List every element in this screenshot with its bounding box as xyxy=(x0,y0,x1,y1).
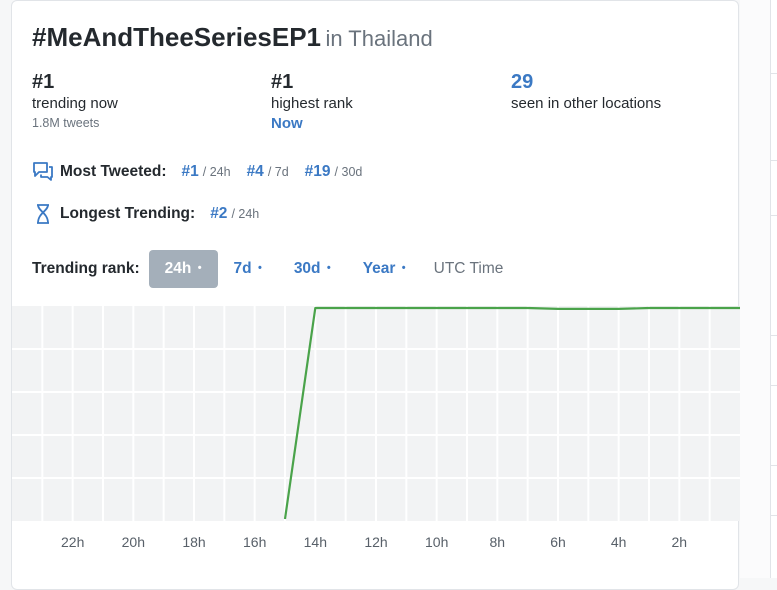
most-tweeted-24h-rank[interactable]: #1 xyxy=(181,163,199,180)
x-tick-label: 2h xyxy=(671,534,688,550)
tab-30d[interactable]: 30d • xyxy=(293,260,331,277)
trending-rank-controls: Trending rank: 24h • 7d • 30d • Year • U… xyxy=(32,250,515,288)
tweet-count: 1.8M tweets xyxy=(32,116,100,130)
most-tweeted-heading: Most Tweeted: xyxy=(60,163,167,180)
panel-divider xyxy=(771,335,777,336)
tab-year[interactable]: Year • xyxy=(362,260,406,277)
panel-divider xyxy=(771,515,777,516)
x-tick-label: 4h xyxy=(610,534,627,550)
x-tick-label: 12h xyxy=(364,534,388,550)
tab-7d[interactable]: 7d • xyxy=(233,260,262,277)
chat-bubbles-icon xyxy=(32,161,54,183)
longest-trending-24h-rank[interactable]: #2 xyxy=(210,205,228,222)
longest-trending-24h-period: / 24h xyxy=(231,207,260,221)
adjacent-panel-edge xyxy=(770,0,777,578)
most-tweeted-7d-rank[interactable]: #4 xyxy=(246,163,264,180)
x-tick-label: 6h xyxy=(550,534,566,550)
trending-rank-chart xyxy=(12,306,740,521)
other-locations-label: seen in other locations xyxy=(511,95,662,112)
chart-canvas xyxy=(12,306,740,521)
hashtag-title: #MeAndTheeSeriesEP1 xyxy=(32,22,322,52)
highest-rank-value: #1 xyxy=(271,71,294,93)
longest-trending-row: Longest Trending: #2 / 24h xyxy=(32,203,275,225)
panel-divider xyxy=(771,465,777,466)
x-tick-label: 14h xyxy=(303,534,327,550)
highest-rank-label: highest rank xyxy=(271,95,353,112)
x-tick-label: 18h xyxy=(182,534,206,550)
x-tick-label: 22h xyxy=(61,534,85,550)
panel-divider xyxy=(771,160,777,161)
most-tweeted-24h-period: / 24h xyxy=(202,165,231,179)
panel-divider xyxy=(771,385,777,386)
stat-trending-now: #1 trending now 1.8M tweets xyxy=(32,70,118,130)
utc-time-toggle[interactable]: UTC Time xyxy=(433,260,504,277)
x-tick-label: 10h xyxy=(425,534,449,550)
trending-now-value: #1 xyxy=(32,71,55,93)
most-tweeted-30d-period: / 30d xyxy=(334,165,363,179)
most-tweeted-30d-rank[interactable]: #19 xyxy=(304,163,331,180)
x-tick-label: 8h xyxy=(489,534,506,550)
x-tick-label: 20h xyxy=(121,534,145,550)
most-tweeted-row: Most Tweeted: #1 / 24h #4 / 7d #19 / 30d xyxy=(32,161,378,183)
other-locations-count[interactable]: 29 xyxy=(511,71,534,93)
stat-other-locations[interactable]: 29 seen in other locations xyxy=(511,70,661,114)
panel-divider xyxy=(771,73,777,74)
tab-24h[interactable]: 24h • xyxy=(148,250,218,288)
highest-rank-when: Now xyxy=(271,115,303,132)
hourglass-icon xyxy=(32,203,54,225)
trending-rank-label: Trending rank: xyxy=(32,260,140,277)
x-tick-label: 16h xyxy=(243,534,267,550)
page-title: #MeAndTheeSeriesEP1 in Thailand xyxy=(32,22,433,53)
panel-divider xyxy=(771,215,777,216)
stat-highest-rank: #1 highest rank Now xyxy=(271,70,353,134)
longest-trending-heading: Longest Trending: xyxy=(60,205,196,222)
most-tweeted-7d-period: / 7d xyxy=(267,165,289,179)
location-label: in Thailand xyxy=(325,26,433,51)
series-line-0 xyxy=(283,306,740,520)
trending-now-label: trending now xyxy=(32,95,118,112)
